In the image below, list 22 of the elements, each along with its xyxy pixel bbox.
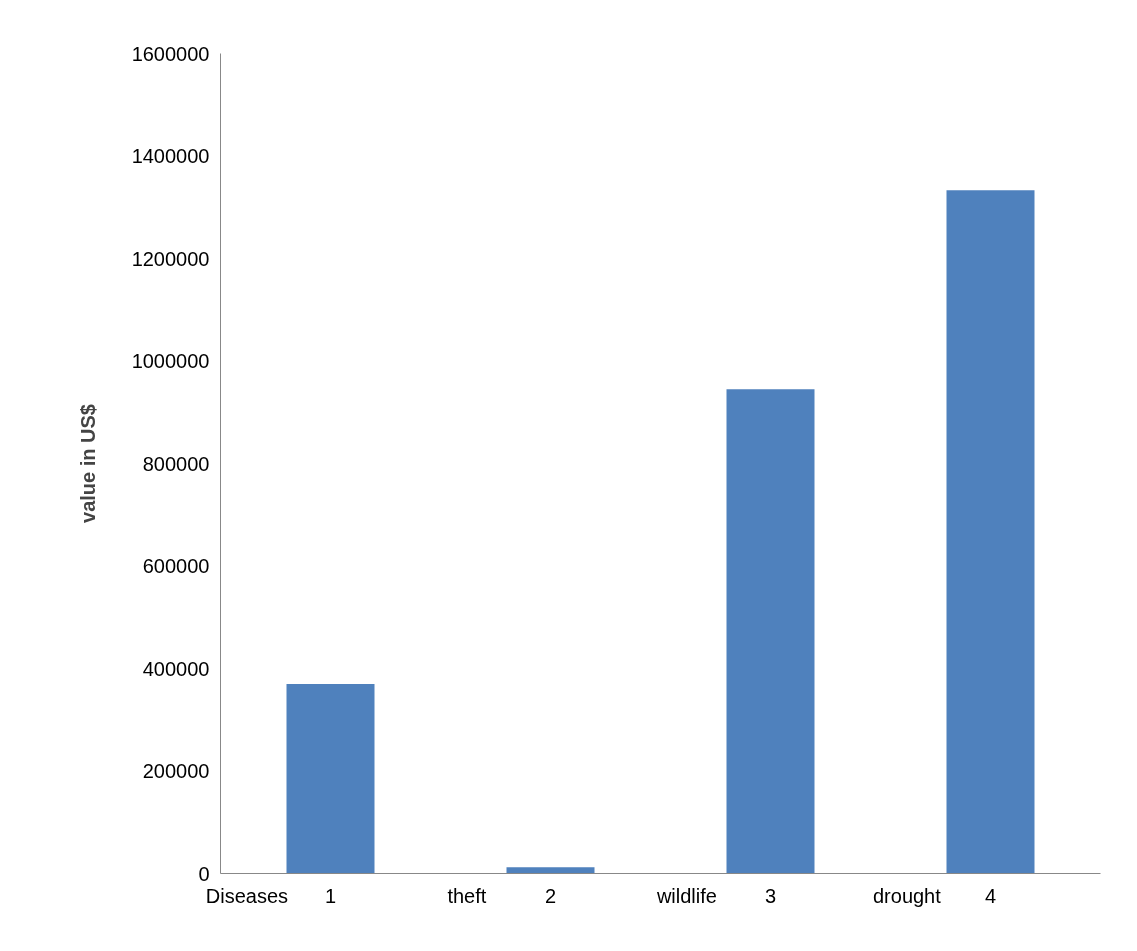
- x-tick-label: 2: [544, 884, 557, 907]
- y-tick-label: 1400000: [131, 145, 210, 167]
- text: theft: [447, 884, 487, 907]
- y-tick-label: 1000000: [131, 350, 210, 372]
- text: wildlife: [655, 884, 717, 907]
- bar: [286, 683, 375, 874]
- bar: [506, 867, 595, 874]
- y-tick-label: 0: [198, 862, 210, 885]
- text: Diseases: [205, 884, 289, 907]
- text: drought: [872, 884, 942, 907]
- y-axis-title: value in US$: [76, 404, 99, 523]
- bar: [726, 389, 815, 874]
- y-tick-label: 200000: [142, 760, 210, 782]
- x-tick-label: 4: [984, 884, 997, 907]
- x-tick-label: 1: [324, 884, 337, 907]
- y-tick-label: 400000: [142, 657, 210, 680]
- y-tick-label: 800000: [142, 452, 210, 475]
- y-tick-label: 600000: [142, 555, 210, 577]
- x-tick-label: 3: [764, 884, 777, 907]
- y-tick-label: 1600000: [131, 42, 210, 65]
- y-tick-label: 1200000: [131, 247, 210, 270]
- bar: [946, 190, 1035, 874]
